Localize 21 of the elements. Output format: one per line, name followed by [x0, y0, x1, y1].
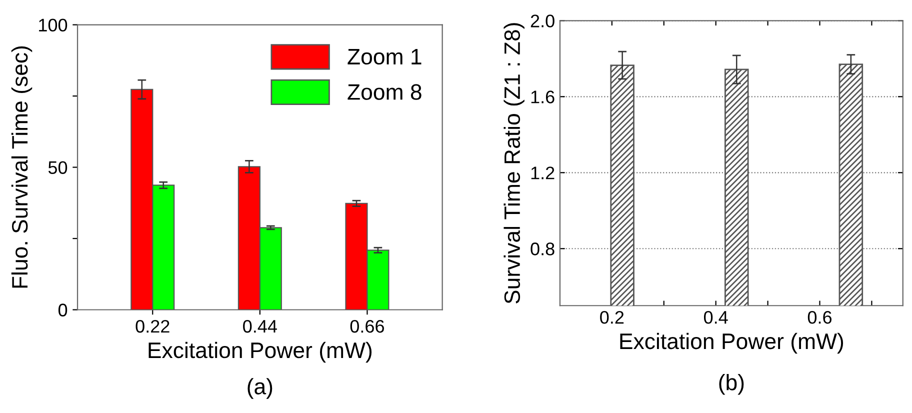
- y-tick-label: 2.0: [530, 14, 554, 28]
- y-tick-label: 50: [48, 161, 68, 174]
- y-axis-title: Survival Time Ratio (Z1 : Z8): [504, 23, 524, 304]
- legend-label: Zoom 8: [348, 84, 422, 100]
- y-tick-label: 0: [58, 304, 68, 316]
- x-tick-label: 0.6: [808, 310, 832, 324]
- x-tick-label: 0.4: [704, 310, 728, 324]
- x-tick-label: 0.2: [600, 310, 624, 324]
- legend-label: Zoom 1: [348, 49, 422, 65]
- x-axis-title: Excitation Power (mW): [148, 342, 372, 363]
- x-axis-title: Excitation Power (mW): [620, 332, 844, 354]
- x-tick-label: 0.22: [136, 320, 170, 333]
- x-tick-label: 0.44: [243, 320, 277, 333]
- y-tick-label: 1.6: [531, 90, 554, 104]
- y-tick-label: 0.8: [530, 242, 554, 256]
- text: (b): [719, 374, 744, 395]
- y-tick-label: 1.2: [531, 166, 554, 180]
- y-tick-label: 100: [39, 18, 68, 32]
- x-tick-label: 0.66: [350, 320, 384, 333]
- y-axis-title: Fluo. Survival Time (sec): [11, 46, 32, 288]
- text: (a): [248, 378, 272, 399]
